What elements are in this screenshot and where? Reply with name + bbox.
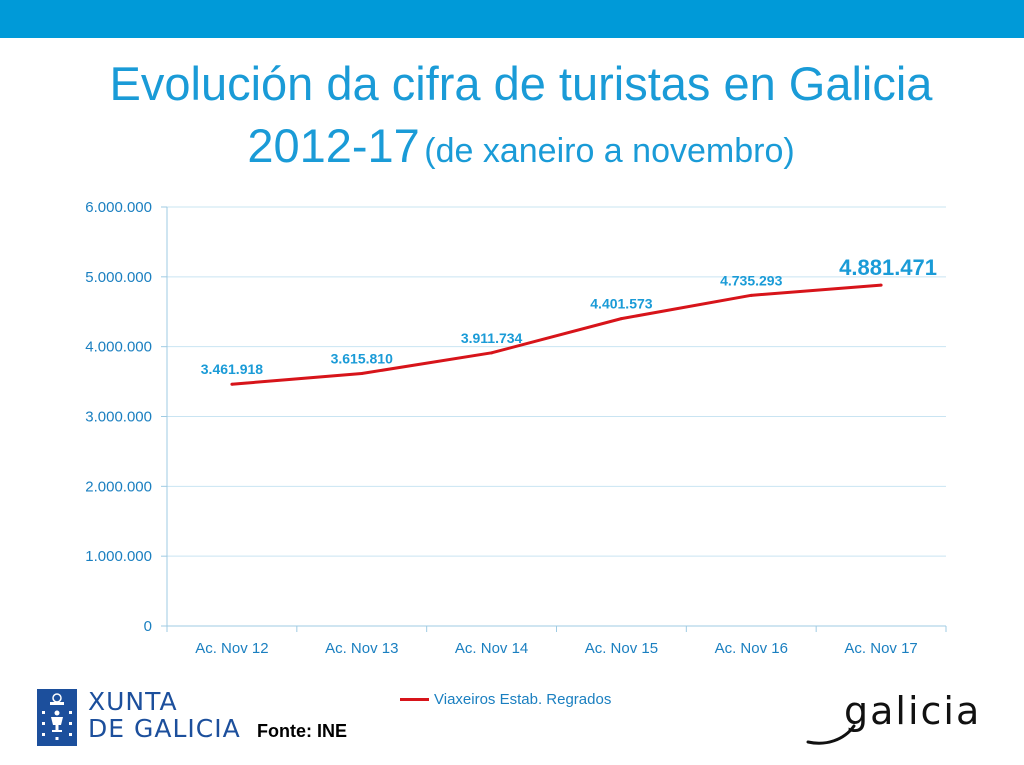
legend-label: Viaxeiros Estab. Regrados [434,690,612,708]
data-labels-layer: 3.461.918 3.615.810 3.911.734 4.401.573 4.73… [201,255,937,377]
data-point [749,293,753,297]
data-label: 3.461.918 [201,361,263,377]
chart-subtitle: 2012-17 (de xaneiro a novembro) [0,118,1024,186]
series-layer [230,283,883,386]
x-tick-label: Ac. Nov 12 [195,640,268,657]
top-banner [0,0,1024,38]
data-point [879,283,883,287]
x-axis-ticks: Ac. Nov 12 Ac. Nov 13 Ac. Nov 14 Ac. Nov 15… [166,626,947,657]
data-label: 3.911.734 [461,330,523,346]
legend: Viaxeiros Estab. Regrados [400,689,611,709]
x-tick-label: Ac. Nov 14 [455,640,528,657]
xunta-shield-icon [37,689,77,746]
series-line [231,283,882,386]
data-point [230,382,234,386]
data-label: 4.401.573 [590,296,652,312]
x-tick-label: Ac. Nov 17 [844,640,917,657]
xunta-line1: XUNTA [88,687,178,716]
galicia-logo: galicia [806,689,976,745]
data-point [360,371,364,375]
x-tick-label: Ac. Nov 16 [715,640,788,657]
source-note: Fonte: INE [257,721,347,741]
y-tick-label: 3.000.000 [85,409,152,426]
galicia-logo-text: galicia [844,689,976,733]
data-label-highlight: 4.881.471 [839,255,937,280]
legend-swatch [400,697,429,701]
chart-title: Evolución da cifra de turistas en Galici… [109,57,933,110]
y-tick-label: 5.000.000 [85,269,152,286]
data-point [490,351,494,355]
xunta-logo-text: XUNTA DE GALICIA [88,688,241,742]
data-point [619,317,623,321]
data-label: 4.735.293 [720,272,782,288]
title-period: (de xaneiro a novembro) [424,132,795,170]
y-axis-ticks: 0 1.000.000 2.000.000 3.000.000 4.000.000 5.0… [85,199,167,635]
x-tick-label: Ac. Nov 13 [325,640,398,657]
data-label: 3.615.810 [331,350,393,366]
xunta-line2: DE GALICIA [88,714,241,743]
y-tick-label: 1.000.000 [85,548,152,565]
y-tick-label: 4.000.000 [85,339,152,356]
title-years: 2012-17 [247,119,420,172]
gridlines [167,206,946,557]
x-tick-label: Ac. Nov 15 [585,640,658,657]
galicia-logo-swoosh [806,724,856,745]
line-chart: 0 1.000.000 2.000.000 3.000.000 4.000.000 5.0… [85,199,947,657]
y-tick-label: 6.000.000 [85,199,152,216]
y-tick-label: 2.000.000 [85,478,152,495]
y-tick-label: 0 [144,618,152,635]
